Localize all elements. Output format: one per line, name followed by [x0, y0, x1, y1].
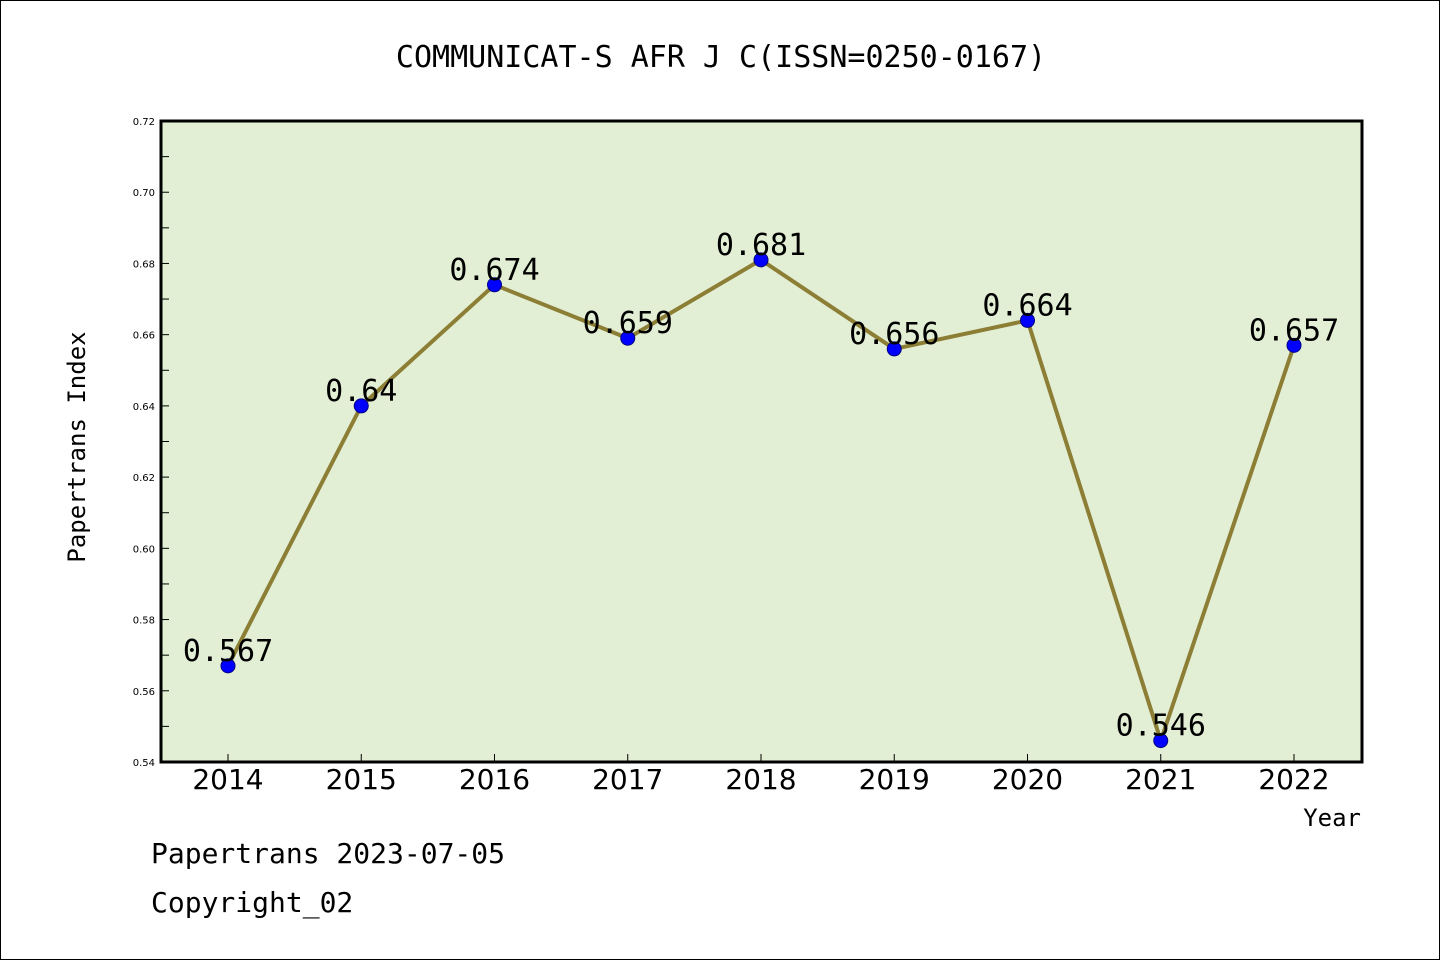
data-label: 0.664 [982, 288, 1072, 323]
data-label: 0.546 [1116, 709, 1206, 744]
x-tick-label: 2016 [459, 763, 530, 796]
y-axis-title: Papertrans Index [63, 331, 91, 562]
x-tick-label: 2015 [326, 763, 397, 796]
data-point [220, 658, 236, 674]
y-tick-label: 0.58 [133, 616, 155, 627]
y-tick-label: 0.60 [133, 544, 155, 555]
footer-date: Papertrans 2023-07-05 [151, 837, 506, 870]
x-axis: 2014 2015 2016 2017 2018 2019 2020 2021 2022 [192, 754, 1330, 796]
x-tick-label: 2018 [725, 763, 796, 796]
x-tick-label: 2020 [992, 763, 1063, 796]
data-label: 0.656 [849, 317, 939, 352]
chart-title: COMMUNICAT-S AFR J C(ISSN=0250-0167) [396, 40, 1046, 75]
data-point [487, 277, 502, 293]
x-tick-label: 2019 [859, 763, 930, 796]
x-tick-label: 2017 [592, 763, 663, 796]
data-label: 0.64 [325, 374, 397, 409]
data-point [1020, 312, 1035, 328]
footer-copyright: Copyright_02 [151, 886, 354, 919]
y-tick-label: 0.62 [133, 473, 155, 484]
data-label: 0.674 [449, 253, 539, 288]
y-tick-label: 0.64 [133, 402, 155, 413]
y-tick-label: 0.66 [133, 331, 155, 342]
data-label: 0.567 [183, 634, 273, 669]
data-point [353, 398, 369, 414]
x-tick-label: 2021 [1125, 763, 1196, 796]
data-point [1153, 733, 1169, 749]
y-tick-label: 0.70 [133, 188, 155, 199]
data-point [886, 341, 902, 357]
data-labels: 0.567 0.64 0.674 0.659 0.681 0.656 0.664 0.546 0… [183, 228, 1339, 744]
y-tick-label: 0.68 [133, 259, 155, 270]
x-axis-title: Year [1303, 804, 1361, 832]
x-tick-label: 2014 [192, 763, 263, 796]
y-tick-label: 0.56 [133, 687, 155, 698]
y-tick-label: 0.72 [133, 117, 155, 128]
data-point [753, 252, 769, 268]
data-label: 0.657 [1249, 313, 1339, 348]
y-tick-label: 0.54 [133, 758, 155, 769]
data-point [620, 330, 636, 346]
data-markers [220, 252, 1302, 749]
data-label: 0.659 [583, 306, 673, 341]
y-axis: 0.54 0.56 0.58 0.60 0.62 0.64 0.66 0.68 0.70 0.72 [133, 117, 169, 769]
data-label: 0.681 [716, 228, 806, 263]
x-tick-label: 2022 [1258, 763, 1329, 796]
plot-area [159, 119, 1364, 764]
data-point [1286, 337, 1302, 353]
